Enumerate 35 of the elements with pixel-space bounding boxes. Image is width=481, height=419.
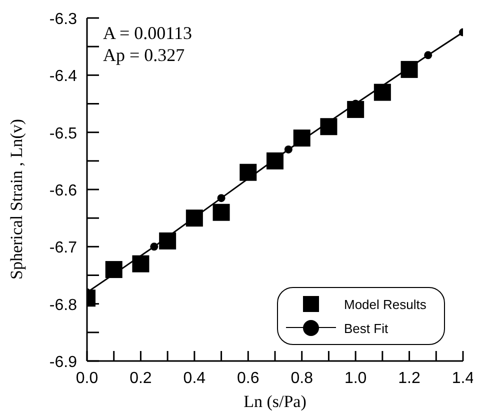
point — [266, 152, 284, 170]
x-tick-label: 1.0 — [344, 370, 367, 387]
x-tick-label: 0.0 — [76, 370, 98, 387]
legend-label: Best Fit — [344, 320, 388, 336]
point — [212, 204, 230, 221]
legend-label: Model Results — [344, 296, 426, 312]
y-tick-label: -6.8 — [49, 296, 78, 314]
x-tick-label: 0.2 — [130, 370, 152, 387]
y-tick-label: -6.7 — [49, 240, 78, 257]
annotation: Ap = 0.327 — [103, 44, 186, 66]
point — [424, 51, 432, 60]
point — [217, 194, 226, 202]
point — [150, 242, 158, 251]
point — [293, 130, 310, 147]
x-tick-label: 0.8 — [290, 370, 314, 387]
annotation: A = 0.00113 — [103, 22, 192, 44]
point — [105, 261, 122, 278]
y-tick-label: -6.9 — [49, 354, 78, 371]
point — [132, 255, 150, 272]
point — [159, 232, 176, 250]
y-tick-label: -6.4 — [49, 68, 78, 86]
y-tick-label: -6.6 — [49, 182, 78, 200]
x-tick-label: 1.2 — [398, 370, 421, 387]
point — [240, 164, 257, 181]
y-axis-title: Spherical Strain , Ln(v) — [7, 118, 26, 280]
point — [186, 210, 203, 227]
point — [320, 118, 338, 136]
x-axis-title: Ln (s/Pa) — [244, 392, 306, 411]
point — [374, 84, 391, 101]
x-tick-label: 0.4 — [183, 370, 206, 387]
point — [400, 60, 418, 78]
point — [284, 145, 292, 154]
x-tick-label: 0.6 — [237, 370, 260, 387]
y-tick-label: -6.5 — [49, 125, 78, 142]
y-tick-label: -6.3 — [49, 11, 78, 28]
